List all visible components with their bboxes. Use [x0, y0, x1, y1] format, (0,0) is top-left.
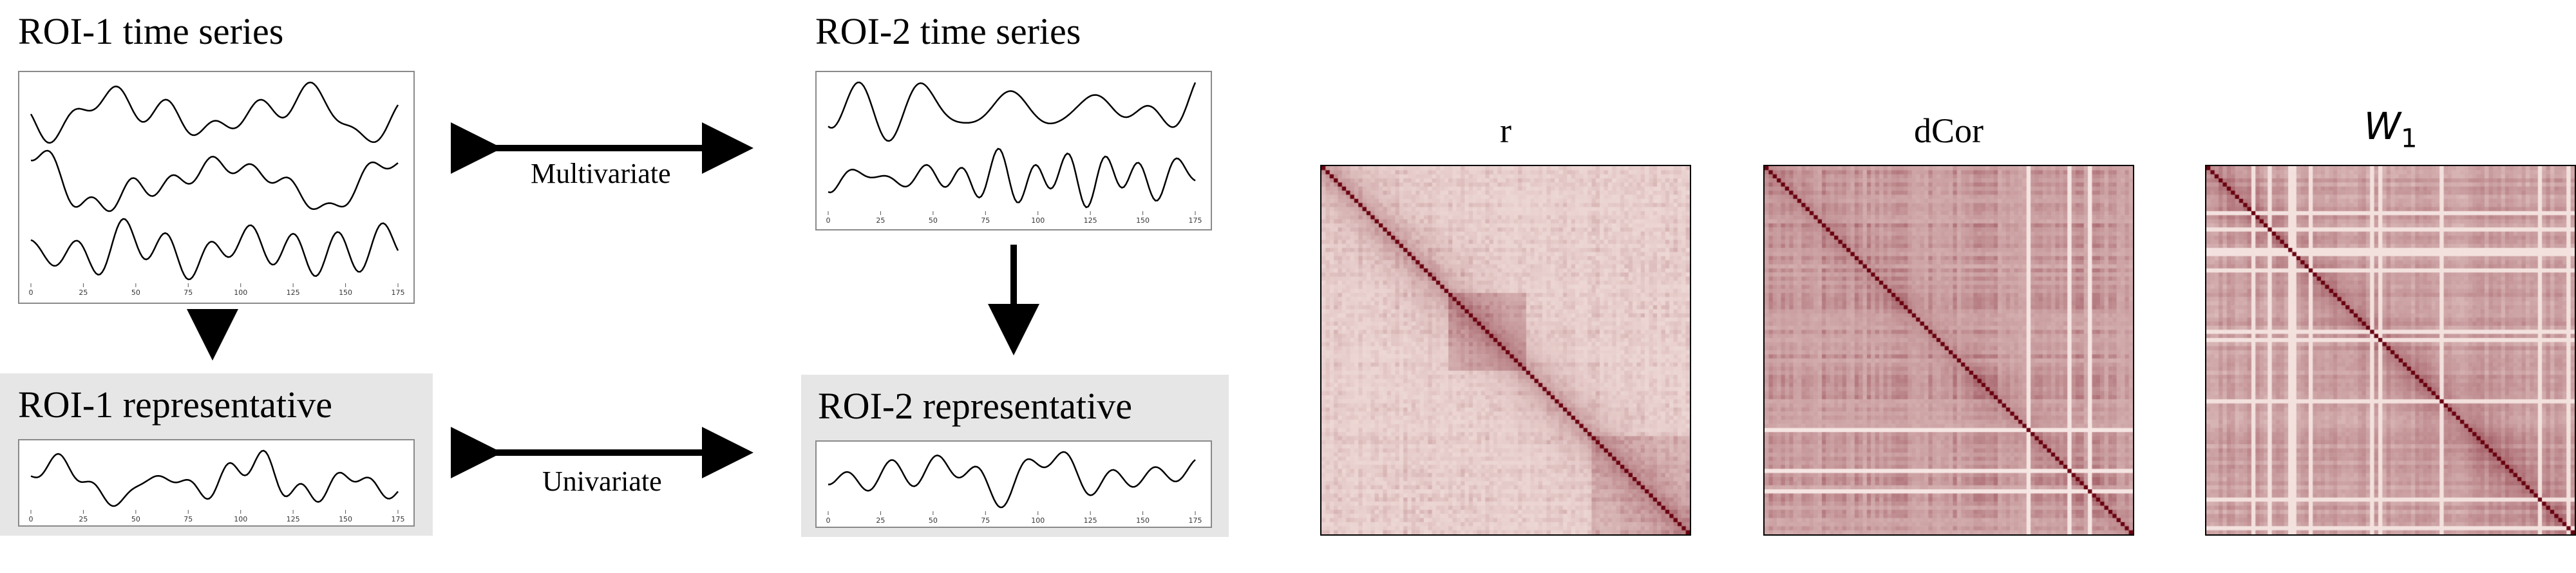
- matrix-w1-heatmap: [2206, 166, 2575, 534]
- roi2-rep-tick-label: 100: [1031, 516, 1045, 525]
- roi1-tick-label: 50: [131, 288, 140, 297]
- matrix-r: [1320, 165, 1691, 536]
- roi1-trace-1: [30, 81, 399, 144]
- roi1-tick-label: 175: [392, 288, 405, 297]
- roi1-rep-tick-label: 100: [234, 515, 247, 523]
- roi2-title: ROI-2 time series: [815, 10, 1081, 52]
- roi1-rep-title: ROI-1 representative: [18, 384, 332, 426]
- roi1-rep-tick-label: 25: [79, 515, 88, 523]
- roi2-timeseries-panel: 0 25 50 75 100 125 150 175: [815, 71, 1212, 230]
- matrix-dcor: [1763, 165, 2134, 536]
- matrix-r-heatmap: [1321, 166, 1690, 534]
- roi1-rep-tick-label: 150: [339, 515, 352, 523]
- univariate-label: Univariate: [542, 465, 662, 497]
- matrix-w1-title: W1: [2205, 104, 2576, 154]
- roi1-timeseries-panel: 0 25 50 75 100 125 150 175: [18, 71, 415, 304]
- roi1-representative-panel: 0 25 50 75 100 125 150 175: [18, 439, 415, 527]
- roi2-trace-2: [828, 147, 1196, 209]
- matrix-dcor-heatmap: [1765, 166, 2133, 534]
- roi1-timeseries-plot: 0 25 50 75 100 125 150 175: [29, 81, 405, 297]
- roi1-rep-tick-label: 50: [131, 515, 140, 523]
- roi1-tick-label: 150: [339, 288, 352, 297]
- roi2-rep-tick-label: 50: [929, 516, 938, 525]
- roi1-trace-2: [30, 149, 399, 212]
- roi1-rep-tick-label: 125: [287, 515, 300, 523]
- roi2-rep-tick-label: 0: [826, 516, 831, 525]
- roi2-rep-tick-label: 75: [981, 516, 990, 525]
- roi1-rep-tick-label: 0: [29, 515, 33, 523]
- roi1-representative-plot: 0 25 50 75 100 125 150 175: [29, 449, 405, 523]
- matrix-w1-title-subscript: 1: [2400, 124, 2418, 154]
- roi2-tick-label: 125: [1084, 216, 1097, 225]
- roi2-representative-panel: 0 25 50 75 100 125 150 175: [815, 440, 1212, 528]
- roi2-tick-label: 100: [1031, 216, 1045, 225]
- roi1-rep-tick-label: 175: [392, 515, 405, 523]
- matrix-r-title: r: [1500, 111, 1511, 150]
- roi2-rep-tick-label: 150: [1136, 516, 1150, 525]
- multivariate-label: Multivariate: [531, 158, 671, 189]
- matrix-w1-title-main: W: [2363, 104, 2401, 148]
- roi2-representative-plot: 0 25 50 75 100 125 150 175: [826, 451, 1202, 525]
- roi2-tick-label: 50: [929, 216, 938, 225]
- roi1-title: ROI-1 time series: [18, 10, 284, 52]
- roi1-tick-label: 25: [79, 288, 88, 297]
- roi2-rep-trace-1: [828, 451, 1196, 509]
- roi2-tick-label: 0: [826, 216, 831, 225]
- roi1-rep-tick-label: 75: [184, 515, 193, 523]
- roi2-tick-label: 75: [981, 216, 990, 225]
- roi1-rep-trace-1: [30, 449, 399, 507]
- roi2-trace-1: [828, 81, 1197, 142]
- roi2-tick-label: 25: [876, 216, 885, 225]
- roi2-rep-title: ROI-2 representative: [818, 385, 1132, 427]
- roi1-tick-label: 75: [184, 288, 193, 297]
- roi1-tick-label: 125: [287, 288, 300, 297]
- roi1-trace-3: [30, 218, 399, 281]
- matrix-dcor-title: dCor: [1914, 111, 1984, 150]
- roi1-tick-label: 0: [29, 288, 33, 297]
- roi2-tick-label: 150: [1136, 216, 1150, 225]
- matrix-w1: [2205, 165, 2576, 536]
- roi2-tick-label: 175: [1189, 216, 1202, 225]
- roi2-rep-tick-label: 25: [876, 516, 885, 525]
- roi2-rep-tick-label: 175: [1189, 516, 1202, 525]
- roi2-timeseries-plot: 0 25 50 75 100 125 150 175: [826, 81, 1202, 225]
- roi1-tick-label: 100: [234, 288, 247, 297]
- roi2-rep-tick-label: 125: [1084, 516, 1097, 525]
